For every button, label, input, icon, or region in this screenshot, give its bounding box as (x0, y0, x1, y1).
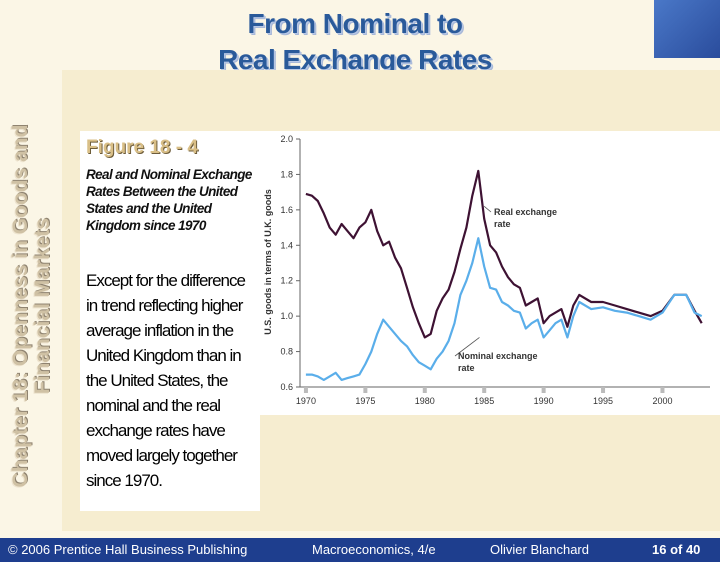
x-tick-mark (303, 387, 308, 393)
y-tick-label: 1.2 (280, 276, 293, 286)
plot-area (305, 169, 703, 381)
x-tick-label: 2000 (652, 396, 672, 406)
y-tick-label: 1.6 (280, 205, 293, 215)
x-tick-mark (363, 387, 368, 393)
y-axis: 0.6 0.8 1.0 1.2 1.4 1.6 1.8 2.0 (280, 134, 301, 392)
figure-body-text: Except for the difference in trend refle… (86, 271, 246, 490)
real-series-label-line2: rate (494, 219, 511, 229)
x-tick-label: 1985 (474, 396, 494, 406)
x-tick-label: 1995 (593, 396, 613, 406)
x-tick-label: 1970 (296, 396, 316, 406)
x-axis: 1970 1975 1980 1985 1990 1995 2000 (296, 386, 710, 406)
x-tick-label: 1975 (355, 396, 375, 406)
footer-bar: © 2006 Prentice Hall Business Publishing… (0, 538, 720, 562)
chapter-side-label: Chapter 18: Openness in Goods and Financ… (2, 100, 62, 512)
y-tick-label: 0.6 (280, 382, 293, 392)
y-tick-label: 1.8 (280, 169, 293, 179)
chapter-title-line2: Financial Markets (31, 217, 54, 395)
corner-decoration (654, 0, 720, 58)
x-tick-mark (660, 387, 665, 393)
real-label-leader (483, 206, 492, 213)
x-tick-label: 1980 (415, 396, 435, 406)
x-tick-mark (482, 387, 487, 393)
chart-background (258, 131, 720, 415)
nominal-series-label-line1: Nominal exchange (458, 351, 538, 361)
nominal-exchange-rate-line (305, 237, 703, 381)
slide-title-line2: Real Exchange Rates (218, 44, 492, 75)
x-tick-mark (541, 387, 546, 393)
slide-title-line1: From Nominal to (247, 8, 463, 39)
x-tick-label: 1990 (534, 396, 554, 406)
caption-box (80, 131, 260, 511)
y-tick-label: 1.4 (280, 240, 293, 250)
y-tick-label: 0.8 (280, 347, 293, 357)
footer-book: Macroeconomics, 4/e (312, 542, 436, 557)
y-tick-label: 1.0 (280, 311, 293, 321)
footer-author: Olivier Blanchard (490, 542, 589, 557)
nominal-label-leader (454, 337, 480, 357)
real-exchange-rate-line (305, 169, 703, 339)
exchange-rate-chart: 0.6 0.8 1.0 1.2 1.4 1.6 1.8 2.0 1970 1975 1980 198… (258, 131, 720, 415)
series-labels: Real exchange rate Nominal exchange rate (454, 206, 557, 373)
footer-page-number: 16 of 40 (652, 542, 701, 557)
y-axis-label: U.S. goods in terms of U.K. goods (263, 189, 273, 335)
figure-subtitle: Real and Nominal Exchange Rates Between … (86, 167, 252, 233)
footer-copyright: © 2006 Prentice Hall Business Publishing (8, 542, 248, 557)
x-tick-mark (601, 387, 606, 393)
y-tick-label: 2.0 (280, 134, 293, 144)
x-tick-mark (422, 387, 427, 393)
real-series-label-line1: Real exchange (494, 207, 557, 217)
chapter-title-line1: Chapter 18: Openness in Goods and (9, 124, 32, 488)
figure-label: Figure 18 - 4 (86, 137, 198, 158)
nominal-series-label-line2: rate (458, 363, 475, 373)
